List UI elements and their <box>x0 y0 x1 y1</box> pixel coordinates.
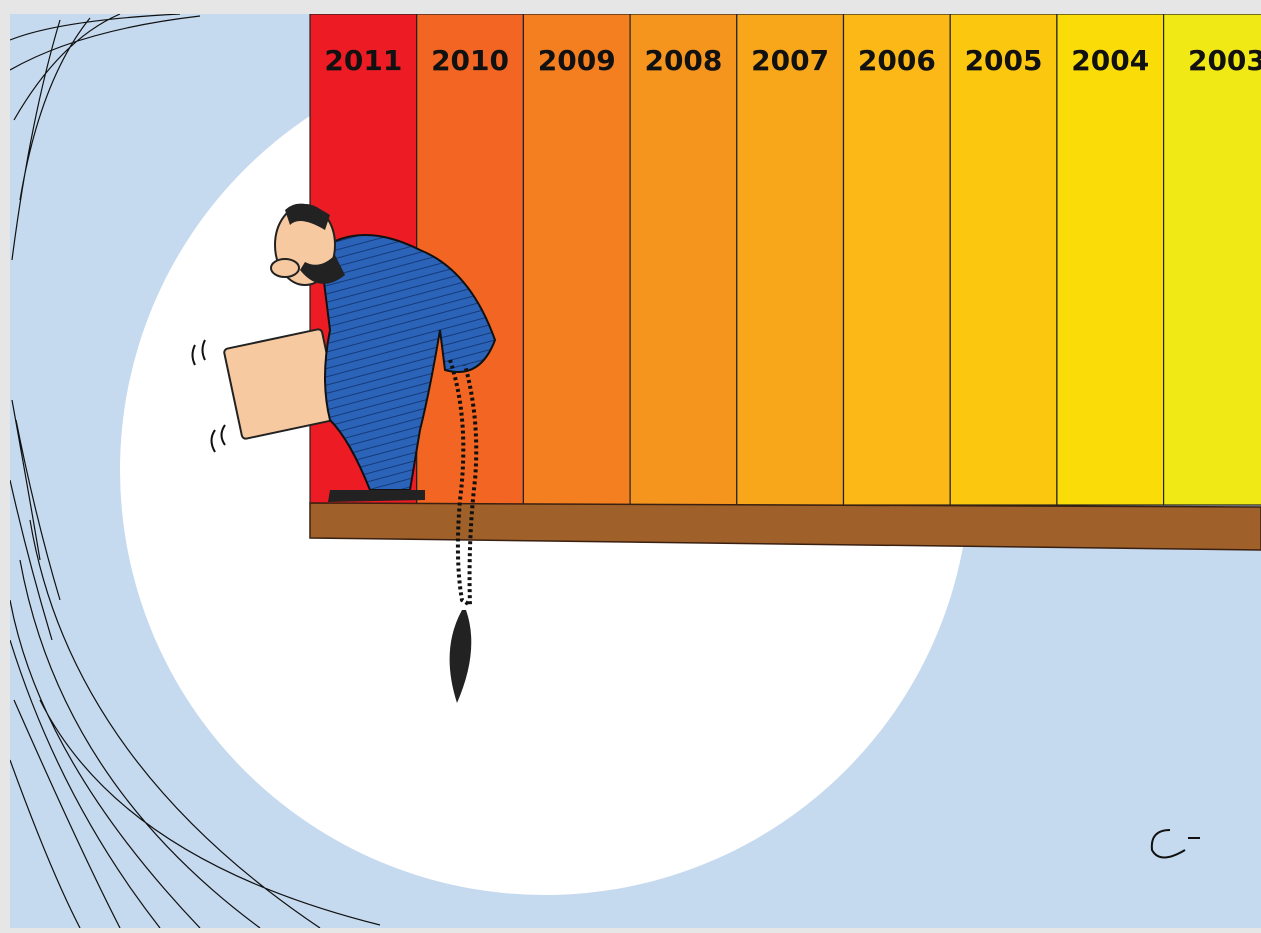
year-label: 2007 <box>751 44 829 77</box>
year-panel <box>630 14 737 505</box>
shoes <box>328 490 425 502</box>
artwork: 2011 2010 2009 2008 2007 2006 2005 2004 2003 <box>10 14 1261 928</box>
nose <box>271 259 299 277</box>
book <box>224 329 341 440</box>
year-label: 2005 <box>965 44 1043 77</box>
year-panel <box>1057 14 1164 505</box>
year-label: 2010 <box>431 44 509 77</box>
year-panel <box>523 14 630 505</box>
year-panels: 2011 2010 2009 2008 2007 2006 2005 2004 2003 <box>310 14 1261 505</box>
year-label: 2011 <box>324 44 402 77</box>
year-label: 2006 <box>858 44 936 77</box>
year-label: 2008 <box>644 44 722 77</box>
year-panel <box>844 14 951 505</box>
year-label: 2004 <box>1071 44 1149 77</box>
cartoon: 2011 2010 2009 2008 2007 2006 2005 2004 2003 <box>0 0 1261 933</box>
year-panel <box>737 14 844 505</box>
year-label: 2009 <box>538 44 616 77</box>
year-panel <box>1164 14 1261 505</box>
year-label: 2003 <box>1188 44 1261 77</box>
year-panel <box>950 14 1057 505</box>
